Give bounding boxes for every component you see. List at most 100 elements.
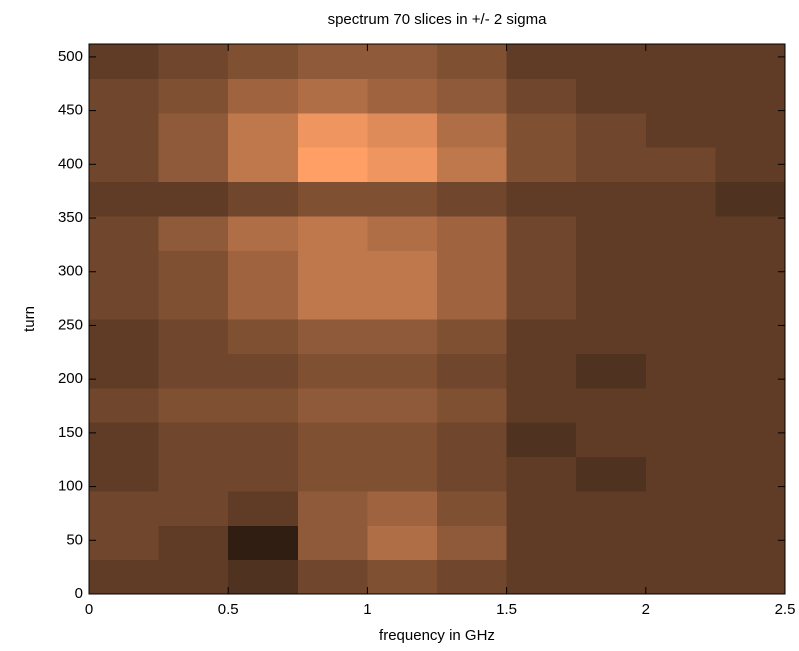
heatmap-cell: [367, 284, 438, 320]
heatmap-cell: [576, 525, 647, 561]
heatmap-cell: [158, 456, 229, 492]
heatmap-cell: [158, 353, 229, 389]
heatmap-cell: [437, 353, 508, 389]
heatmap-cell: [437, 559, 508, 595]
heatmap-cell: [158, 319, 229, 354]
heatmap-cell: [645, 525, 716, 561]
heatmap-cell: [437, 490, 508, 526]
y-tick-label: 50: [66, 531, 83, 548]
heatmap-cell: [158, 422, 229, 457]
y-tick-label: 250: [58, 316, 83, 333]
heatmap-cell: [576, 181, 647, 217]
y-tick-label: 200: [58, 370, 83, 387]
heatmap-cell: [715, 422, 786, 457]
heatmap-cell: [367, 422, 438, 457]
heatmap-cell: [297, 490, 368, 526]
heatmap-cell: [367, 490, 438, 526]
heatmap-cell: [645, 112, 716, 148]
heatmap-cell: [506, 525, 577, 561]
heatmap-cell: [576, 284, 647, 320]
heatmap-cell: [437, 456, 508, 492]
heatmap-cell: [645, 353, 716, 389]
y-tick-label: 300: [58, 263, 83, 280]
x-tick-label: 2: [642, 601, 650, 618]
heatmap-cell: [297, 44, 368, 79]
heatmap-cell: [228, 387, 299, 423]
heatmap-cell: [367, 456, 438, 492]
x-tick-label: 2.5: [775, 601, 796, 618]
heatmap-cell: [437, 215, 508, 251]
heatmap-cell: [506, 112, 577, 148]
heatmap-cell: [367, 353, 438, 389]
heatmap-cell: [228, 456, 299, 492]
heatmap-cell: [715, 319, 786, 354]
heatmap-cell: [506, 78, 577, 114]
heatmap-cell: [437, 422, 508, 457]
heatmap-cell: [437, 112, 508, 148]
heatmap-cell: [158, 78, 229, 114]
heatmap-cell: [645, 215, 716, 251]
heatmap-cell: [576, 559, 647, 595]
heatmap-cell: [367, 559, 438, 595]
heatmap-cell: [506, 250, 577, 286]
heatmap-cell: [89, 387, 160, 423]
y-tick-label: 500: [58, 48, 83, 65]
heatmap-cell: [437, 250, 508, 286]
heatmap-cell: [645, 78, 716, 114]
heatmap-cell: [506, 387, 577, 423]
heatmap-cell: [89, 44, 160, 79]
heatmap-cell: [715, 490, 786, 526]
heatmap-cell: [89, 250, 160, 286]
heatmap-cell: [297, 422, 368, 457]
heatmap-cell: [158, 284, 229, 320]
heatmap-cell: [645, 490, 716, 526]
heatmap-cell: [297, 147, 368, 182]
heatmap-cell: [576, 250, 647, 286]
heatmap-cell: [158, 250, 229, 286]
heatmap-cell: [715, 525, 786, 561]
heatmap-cell: [715, 387, 786, 423]
x-tick-label: 1: [363, 601, 371, 618]
chart-title: spectrum 70 slices in +/- 2 sigma: [328, 11, 547, 28]
heatmap-cell: [715, 456, 786, 492]
heatmap-cell: [576, 387, 647, 423]
heatmap-cell: [158, 490, 229, 526]
heatmap-cell: [158, 215, 229, 251]
heatmap-cell: [576, 147, 647, 182]
heatmap-cell: [506, 147, 577, 182]
heatmap-cell: [158, 559, 229, 595]
y-tick-label: 350: [58, 209, 83, 226]
heatmap-cell: [228, 319, 299, 354]
heatmap-cell: [645, 147, 716, 182]
heatmap-cell: [576, 490, 647, 526]
heatmap-cell: [297, 387, 368, 423]
heatmap-cell: [228, 215, 299, 251]
heatmap-cell: [297, 112, 368, 148]
heatmap-cell: [506, 284, 577, 320]
y-tick-label: 400: [58, 155, 83, 172]
heatmap-cell: [297, 215, 368, 251]
heatmap-cell: [89, 319, 160, 354]
heatmap-cell: [297, 559, 368, 595]
heatmap-cell: [297, 284, 368, 320]
heatmap-cell: [576, 112, 647, 148]
heatmap-cell: [89, 353, 160, 389]
heatmap-cell: [89, 559, 160, 595]
heatmap-cell: [89, 112, 160, 148]
heatmap-cell: [228, 559, 299, 595]
heatmap-cell: [367, 112, 438, 148]
heatmap-cell: [715, 250, 786, 286]
heatmap-cell: [89, 78, 160, 114]
heatmap-cell: [367, 319, 438, 354]
heatmap-cell: [645, 387, 716, 423]
heatmap-cell: [506, 215, 577, 251]
heatmap-cell: [437, 319, 508, 354]
heatmap-cell: [367, 525, 438, 561]
heatmap-cell: [158, 112, 229, 148]
heatmap-cell: [506, 44, 577, 79]
heatmap-cell: [89, 525, 160, 561]
heatmap-cell: [506, 456, 577, 492]
heatmap-cell: [576, 44, 647, 79]
heatmap-cell: [89, 147, 160, 182]
heatmap-cell: [228, 422, 299, 457]
